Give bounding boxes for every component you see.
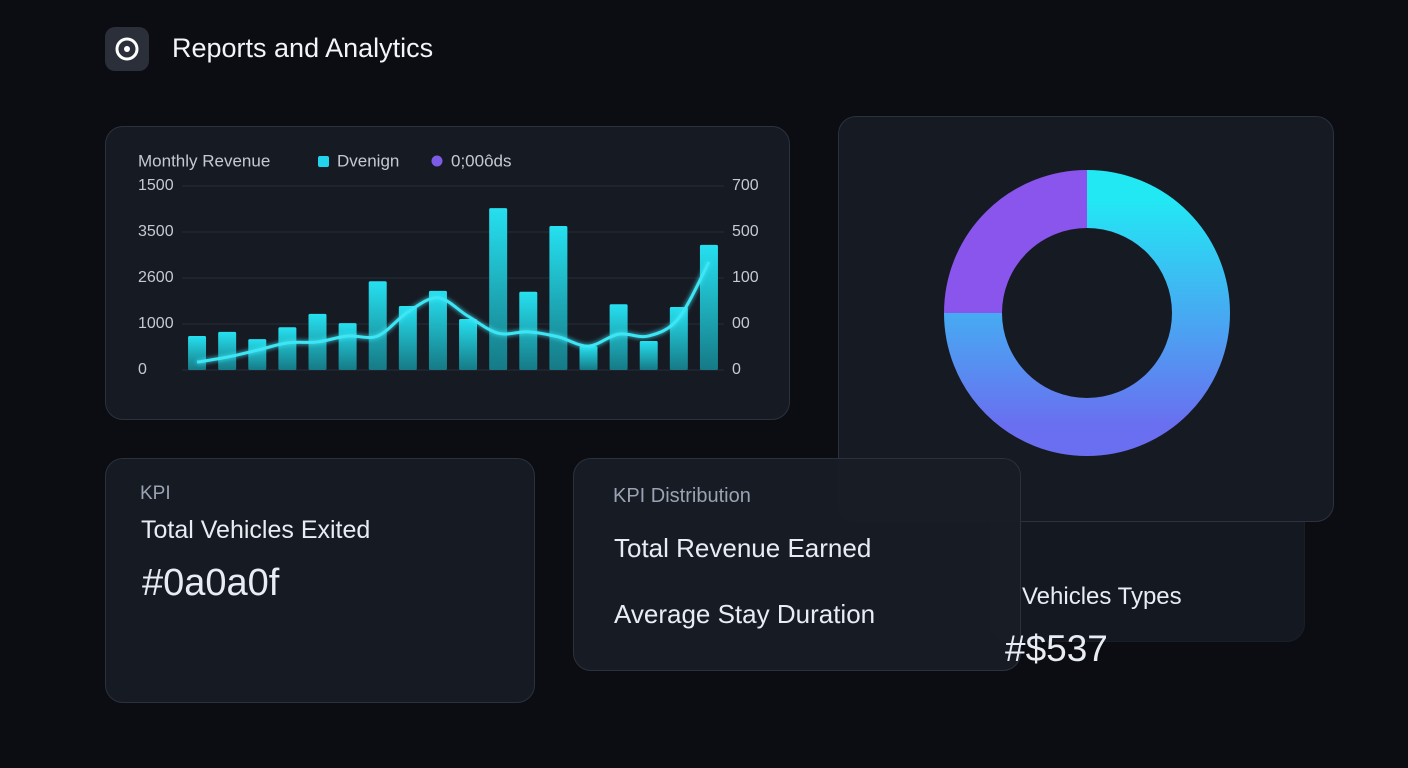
page-title: Reports and Analytics (172, 33, 434, 63)
types-title: Vehicles Types (1022, 583, 1182, 610)
distribution-card (573, 458, 1021, 671)
distribution-item: Total Revenue Earned (614, 533, 872, 563)
kpi-label: KPI (140, 483, 171, 504)
kpi-value: #0a0a0f (142, 562, 280, 604)
revenue-card (105, 126, 790, 420)
types-value: #$537 (1005, 628, 1108, 669)
distribution-item: Average Stay Duration (614, 599, 876, 629)
icon-graphic (115, 37, 139, 61)
kpi-title: Total Vehicles Exited (141, 516, 371, 544)
app-icon[interactable] (105, 27, 149, 71)
kpi-card (105, 458, 535, 703)
distribution-label: KPI Distribution (613, 485, 751, 507)
